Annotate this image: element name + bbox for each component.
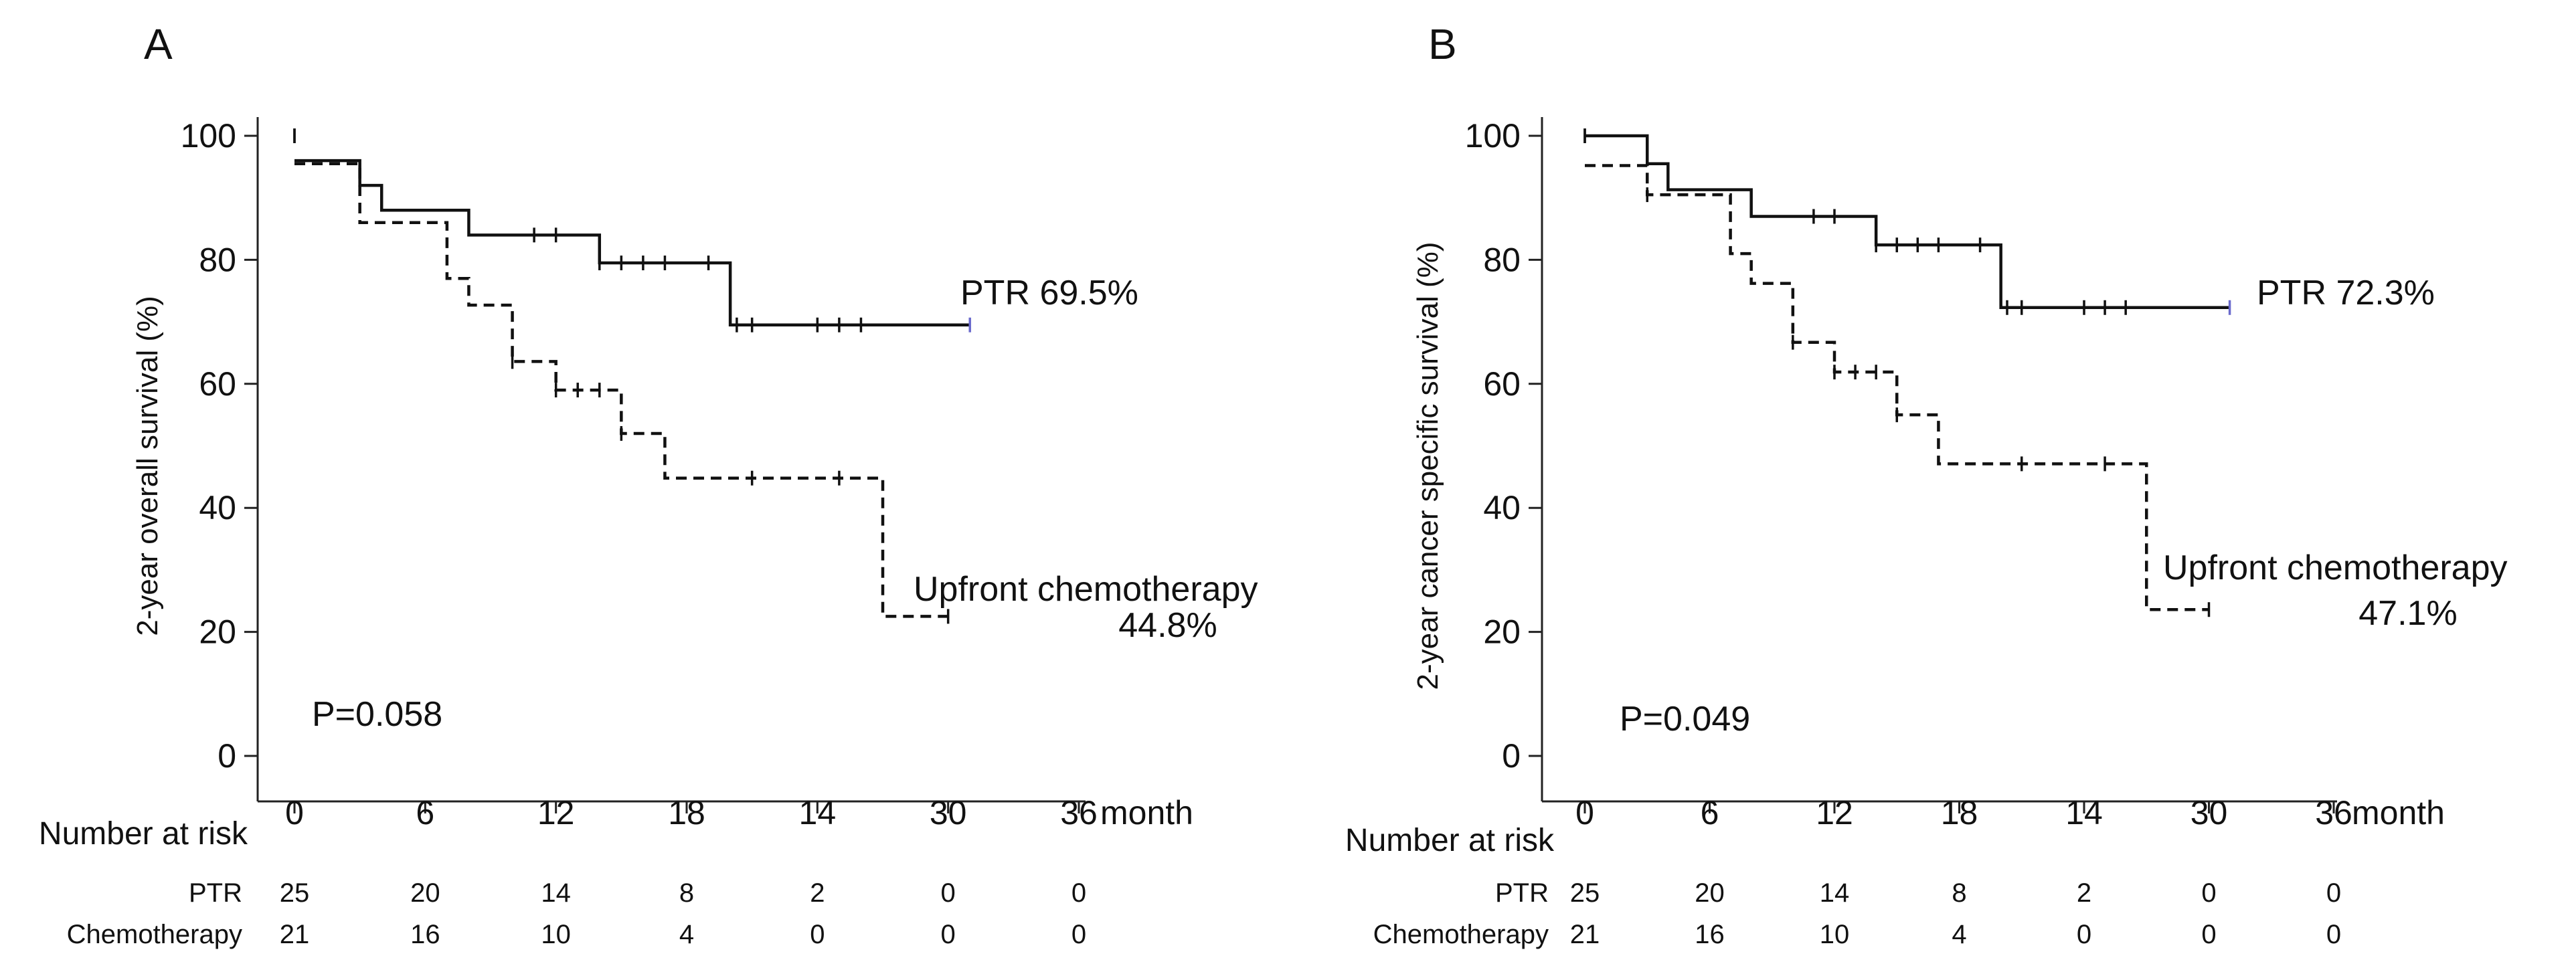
y-axis-label: 2-year overall survival (%) xyxy=(131,296,164,636)
risk-count: 21 xyxy=(1570,920,1600,949)
x-tick-label: 36 xyxy=(2315,794,2352,832)
p-value: P=0.058 xyxy=(312,695,442,734)
chemo-percent-label: 47.1% xyxy=(2358,594,2457,633)
x-tick-label: 0 xyxy=(285,794,304,832)
x-tick-label: 0 xyxy=(1575,794,1594,832)
risk-count: 16 xyxy=(410,920,440,949)
ptr-label: PTR 72.3% xyxy=(2257,274,2435,312)
risk-count: 0 xyxy=(2201,878,2216,908)
risk-count: 0 xyxy=(941,920,956,949)
risk-row-label: PTR xyxy=(1495,878,1549,908)
y-tick-label: 40 xyxy=(199,489,236,526)
y-tick-label: 0 xyxy=(1502,737,1521,775)
risk-count: 20 xyxy=(410,878,440,908)
x-tick-label: 30 xyxy=(930,794,967,832)
risk-count: 10 xyxy=(1820,920,1850,949)
risk-count: 8 xyxy=(679,878,694,908)
risk-table-title: Number at risk xyxy=(1345,823,1555,858)
risk-row-label: PTR xyxy=(189,878,242,908)
risk-count: 0 xyxy=(1071,920,1086,949)
x-tick-label: 36 xyxy=(1060,794,1098,832)
x-tick-label: 18 xyxy=(668,794,705,832)
panel-label: A xyxy=(144,20,173,68)
risk-count: 0 xyxy=(2201,920,2216,949)
x-axis-title: month xyxy=(2352,794,2445,832)
x-axis-title: month xyxy=(1100,794,1193,832)
y-tick-label: 40 xyxy=(1483,489,1521,526)
chemo-survival-curve xyxy=(294,162,948,618)
risk-count: 0 xyxy=(2326,878,2341,908)
risk-count: 0 xyxy=(941,878,956,908)
risk-count: 14 xyxy=(541,878,571,908)
x-tick-label: 14 xyxy=(2065,794,2103,832)
y-tick-label: 80 xyxy=(199,241,236,278)
risk-count: 2 xyxy=(810,878,825,908)
risk-count: 16 xyxy=(1695,920,1725,949)
x-tick-label: 12 xyxy=(1816,794,1853,832)
risk-count: 0 xyxy=(2326,920,2341,949)
risk-count: 14 xyxy=(1820,878,1850,908)
y-tick-label: 80 xyxy=(1483,241,1521,278)
risk-count: 4 xyxy=(1952,920,1966,949)
risk-count: 10 xyxy=(541,920,571,949)
x-tick-label: 6 xyxy=(416,794,434,832)
chemo-survival-curve xyxy=(1585,164,2209,611)
y-tick-label: 100 xyxy=(1465,117,1521,155)
x-tick-label: 30 xyxy=(2191,794,2228,832)
risk-count: 2 xyxy=(2077,878,2091,908)
y-tick-label: 0 xyxy=(218,737,236,775)
x-tick-label: 14 xyxy=(799,794,837,832)
risk-table-title: Number at risk xyxy=(39,816,248,852)
chemo-percent-label: 44.8% xyxy=(1118,606,1217,645)
risk-count: 8 xyxy=(1952,878,1966,908)
y-tick-label: 60 xyxy=(199,365,236,403)
risk-count: 21 xyxy=(280,920,310,949)
ptr-survival-curve xyxy=(1585,134,2230,310)
risk-count: 0 xyxy=(810,920,825,949)
panel-label: B xyxy=(1428,20,1457,68)
risk-count: 25 xyxy=(1570,878,1600,908)
risk-count: 0 xyxy=(1071,878,1086,908)
chemo-label: Upfront chemotherapy xyxy=(914,570,1258,609)
risk-count: 20 xyxy=(1695,878,1725,908)
y-tick-label: 20 xyxy=(199,613,236,651)
ptr-survival-curve xyxy=(294,159,970,326)
x-tick-label: 18 xyxy=(1941,794,1978,832)
x-tick-label: 6 xyxy=(1701,794,1719,832)
chemo-label: Upfront chemotherapy xyxy=(2163,549,2508,587)
risk-count: 4 xyxy=(679,920,694,949)
p-value: P=0.049 xyxy=(1620,700,1750,739)
y-tick-label: 20 xyxy=(1483,613,1521,651)
risk-row-label: Chemotherapy xyxy=(1373,920,1549,949)
y-tick-label: 60 xyxy=(1483,365,1521,403)
x-tick-label: 12 xyxy=(537,794,575,832)
ptr-label: PTR 69.5% xyxy=(960,274,1138,312)
risk-count: 0 xyxy=(2077,920,2091,949)
risk-count: 25 xyxy=(280,878,310,908)
y-axis-label: 2-year cancer specific survival (%) xyxy=(1411,242,1444,690)
y-tick-label: 100 xyxy=(181,117,236,155)
risk-row-label: Chemotherapy xyxy=(67,920,242,949)
